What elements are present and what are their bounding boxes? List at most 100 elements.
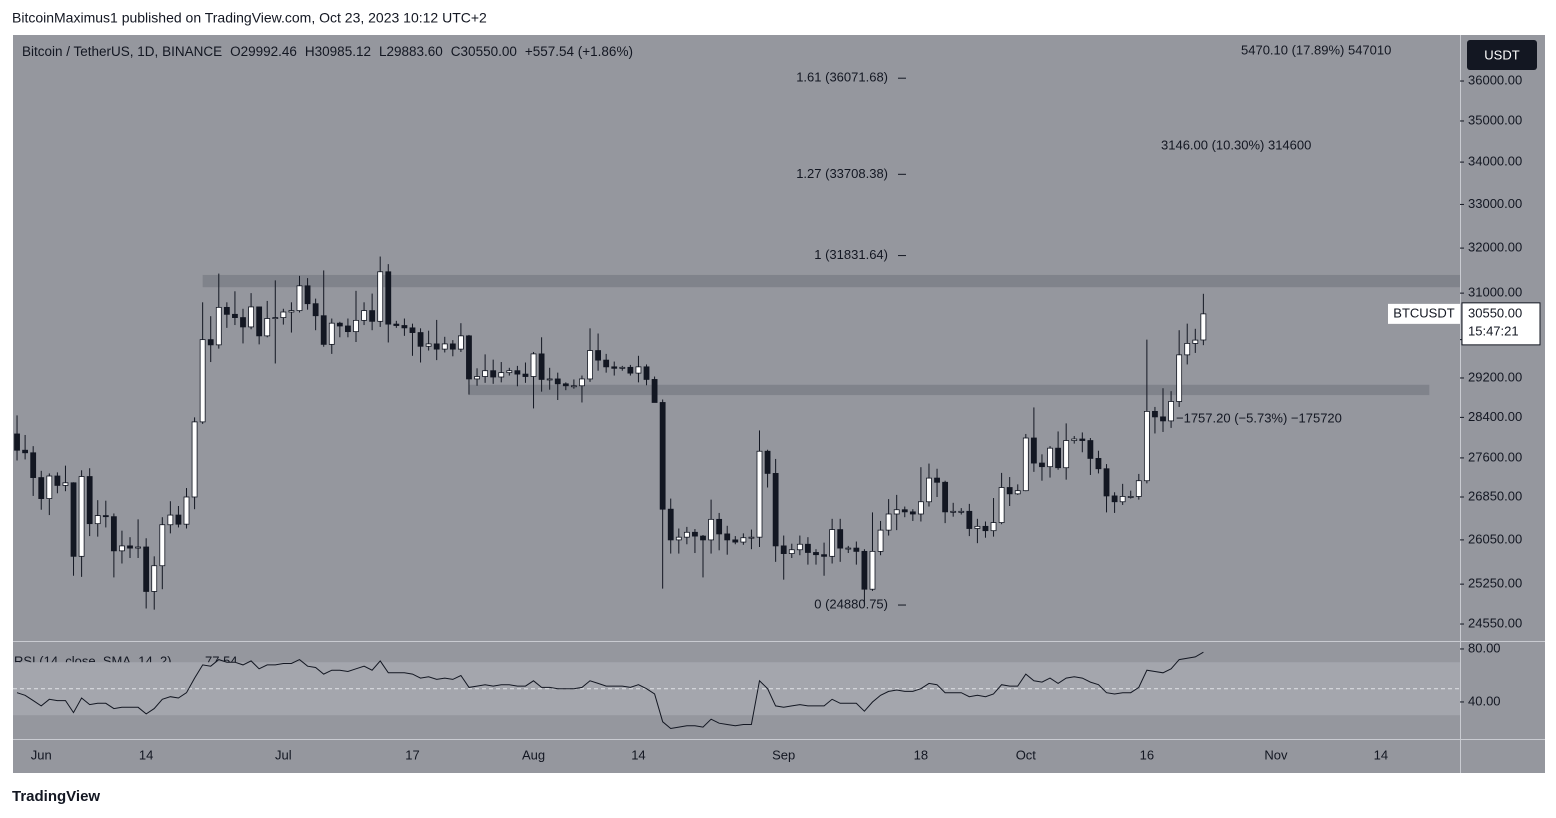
candle-body [1055,447,1062,469]
candle-body [345,325,351,333]
candle-body [853,547,860,552]
x-tick-label: Nov [1264,747,1288,762]
candle-body [595,350,601,361]
candle-body [191,421,198,498]
candle-body [990,522,997,532]
y-tick-label: 34000.00 [1468,154,1522,169]
candle-body [845,547,852,550]
candle-body [135,546,141,549]
candle-body [732,539,739,543]
fib-label: 1.27 (33708.38) [796,166,888,181]
legend-value: 30985.12 [314,44,371,59]
candle-body [328,322,335,345]
candle-body [22,449,29,454]
candle-body [223,306,230,315]
candle-body [579,378,585,387]
candle-body [1006,487,1013,495]
candle-body [974,525,981,529]
candle-body [320,315,327,345]
candle-body [708,518,714,541]
candle-body [893,509,900,515]
unit-label[interactable]: USDT [1484,47,1519,62]
candle-body [401,325,408,329]
candle-body [1071,438,1078,441]
candle-body [982,525,989,532]
candle-body [514,370,521,375]
unit-button[interactable] [1467,40,1537,70]
candle-body [215,306,222,346]
candle-body [151,565,158,592]
candle-body [183,496,190,525]
candle-body [119,545,125,552]
candle-body [877,529,884,552]
candle-body [869,550,876,590]
candle-body [861,550,868,590]
candle-body [934,477,940,483]
candle-body [1103,468,1110,497]
y-tick-label: 40.00 [1468,693,1501,708]
candle-body [724,533,731,541]
candle-body [264,318,271,337]
candle-body [772,473,779,547]
candle-body [837,529,844,549]
legend-value: 29883.60 [386,44,443,59]
x-tick-label: Jul [275,747,292,762]
symbol-tag-label: BTCUSDT [1393,305,1454,320]
candle-body [756,450,763,538]
candle-body [1047,447,1053,468]
candle-body [796,543,803,551]
measurement: 3146.00 (10.30%) 314600 [1161,137,1311,152]
candle-body [1087,440,1094,459]
candle-body [635,366,642,374]
candle-body [110,516,117,552]
candle-body [457,335,464,350]
candle-body [788,549,795,554]
candle-body [603,359,610,368]
rsi-line [16,651,1204,730]
candle-body [377,271,384,322]
candle-body [966,510,973,529]
candle-body [1192,339,1199,344]
candle-body [498,372,505,378]
candle-body [288,310,295,313]
candle-body [554,378,561,385]
candle-body [901,509,908,513]
candle-body [562,383,569,387]
fib-label: 1.61 (36071.68) [796,70,888,85]
candle-body [740,537,747,543]
candle-body [369,310,376,322]
candle-body [909,511,916,515]
candle-body [1030,437,1037,464]
x-tick-label: 16 [1140,747,1154,762]
candle-body [1152,410,1158,418]
candle-body [1119,496,1126,503]
candle-body [1143,410,1150,482]
candle-body [280,311,287,318]
candle-body [248,306,254,328]
candle-body [700,535,706,541]
y-tick-label: 26850.00 [1468,488,1522,503]
candle-body [441,343,448,350]
candle-body [482,370,489,377]
y-tick-label: 35000.00 [1468,112,1522,127]
candle-body [175,514,182,525]
candle-body [490,370,497,378]
candle-body [143,546,150,592]
candle-body [232,313,238,318]
candle-body [716,518,723,535]
candle-body [764,450,771,474]
candle-body [643,366,650,380]
candle-body [530,353,537,377]
candle-body [1168,401,1174,422]
legend-value: 29992.46 [240,44,297,59]
candle-body [1184,343,1191,356]
candle-body [361,310,367,321]
candle-body [433,343,440,350]
candle-body [619,366,626,369]
candle-body [692,531,698,537]
price-zone [468,384,1430,396]
candle-body [240,317,246,328]
candle-body [385,271,392,325]
candle-body [627,366,634,374]
